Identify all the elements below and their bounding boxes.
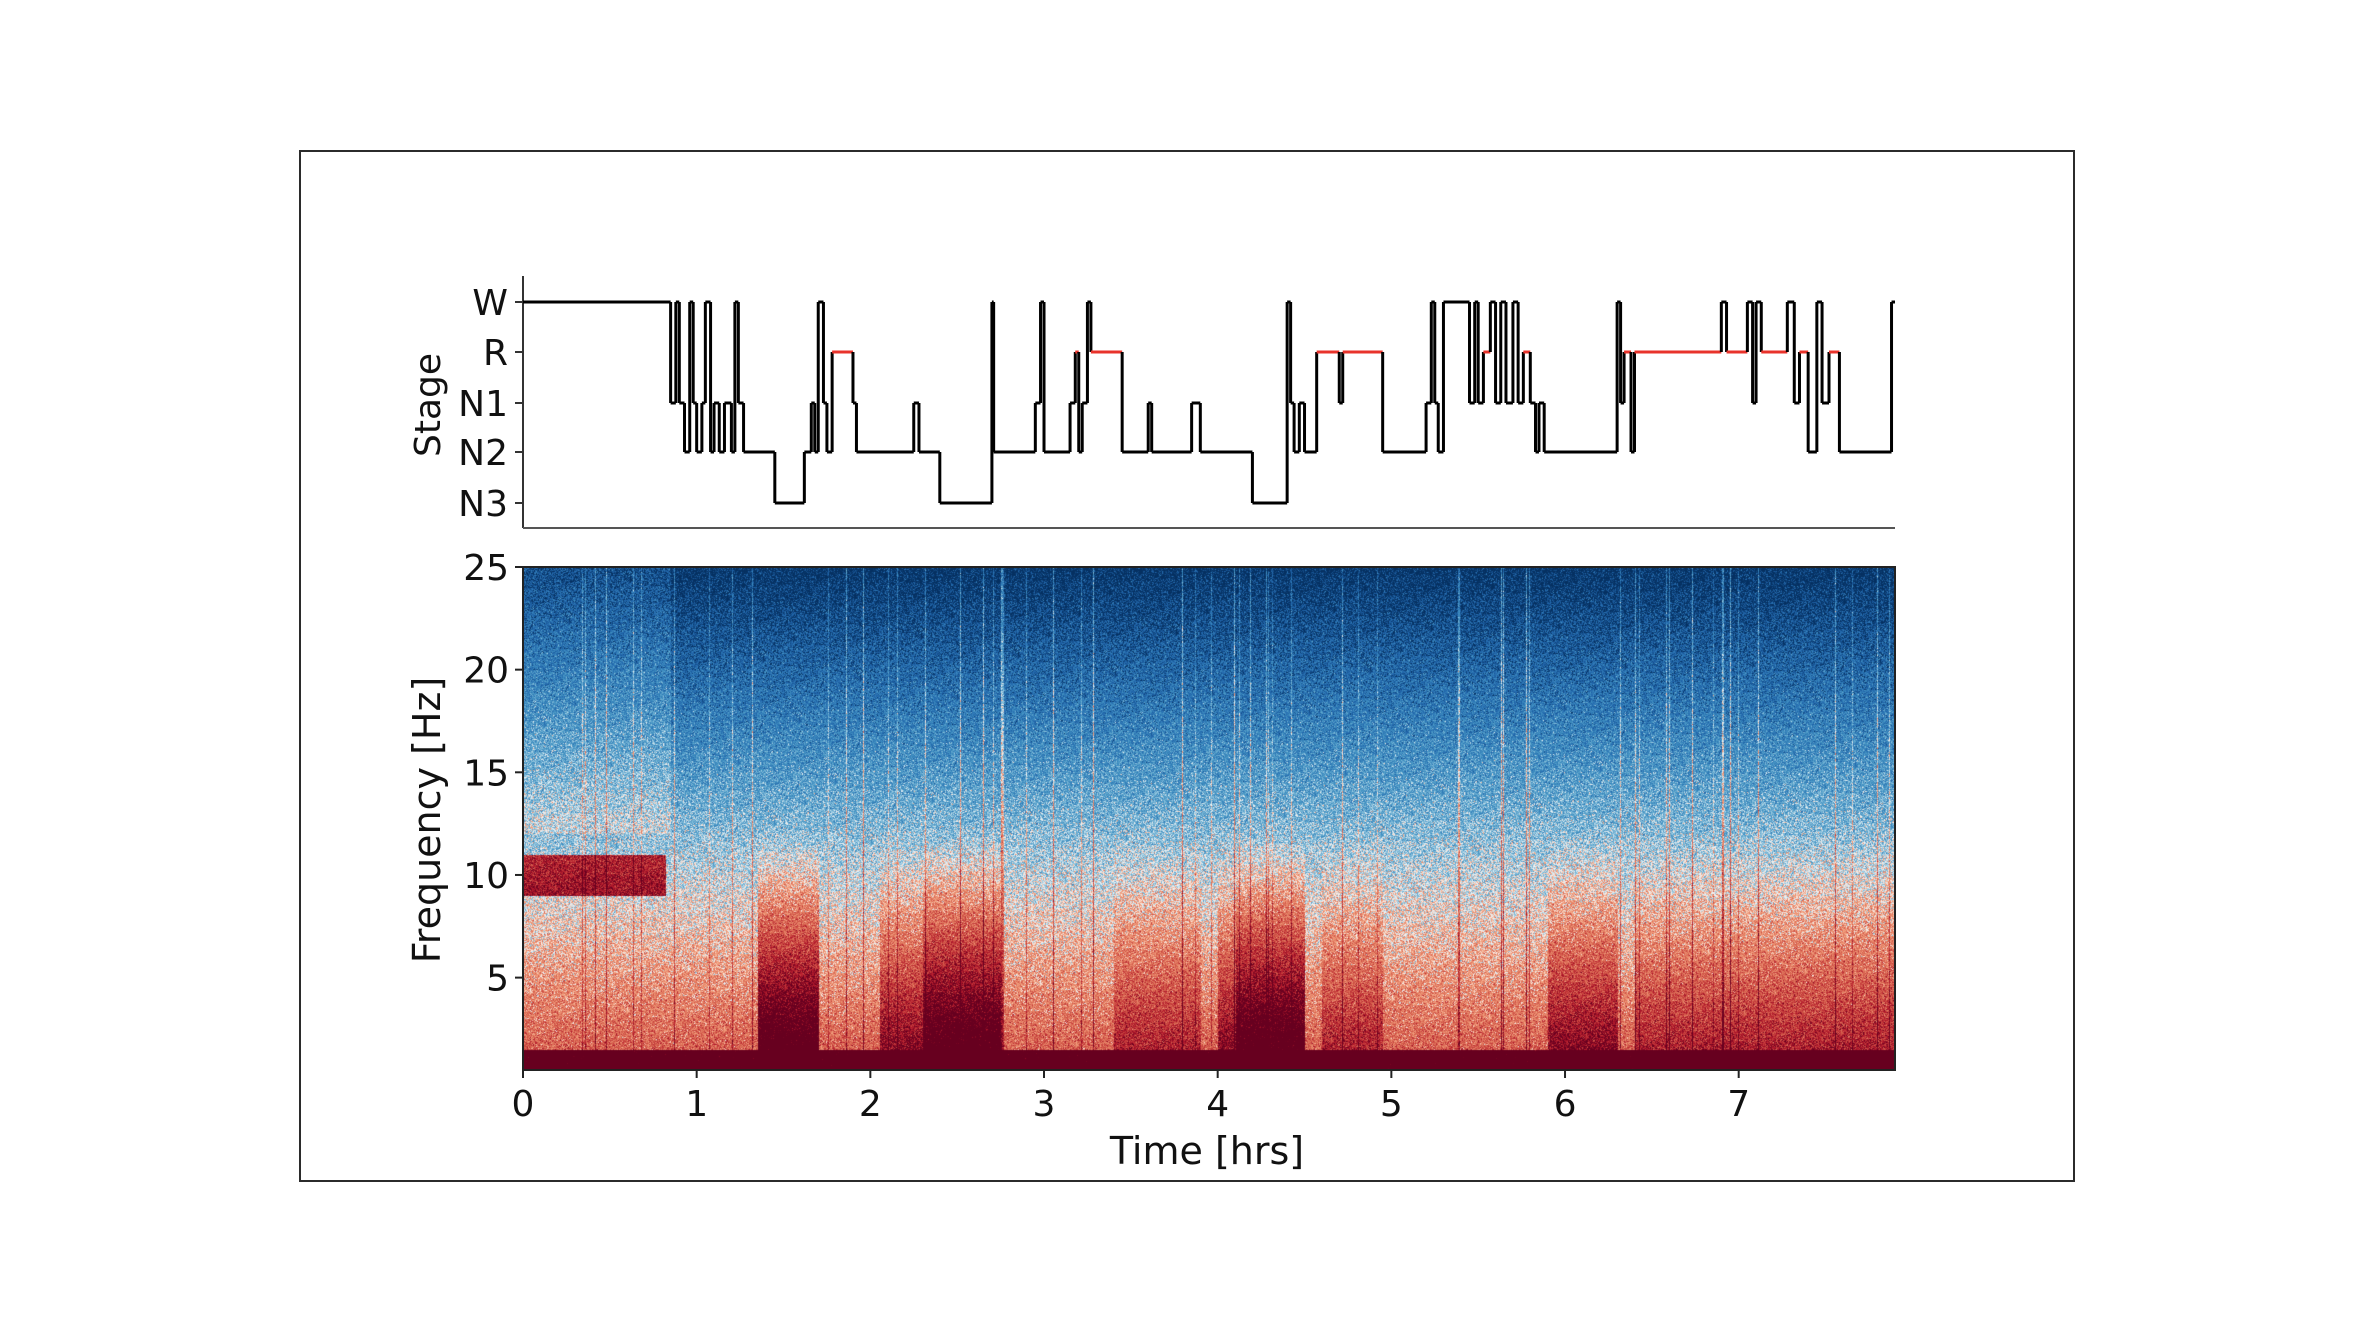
spectrogram-image [523,567,1895,1070]
hypnogram-tick-label-n1: N1 [458,384,508,425]
hypnogram-tick-label-n2: N2 [458,433,508,474]
hypnogram-chart: WR N1 N2 N3 Stage [408,276,1895,529]
hypnogram-y-axis-label: Stage [408,353,449,457]
hypnogram-tick-label-w: W [472,283,508,324]
hypnogram-tick-label-r: R [483,333,508,374]
hypnogram-tick-label-n3: N3 [458,484,508,525]
